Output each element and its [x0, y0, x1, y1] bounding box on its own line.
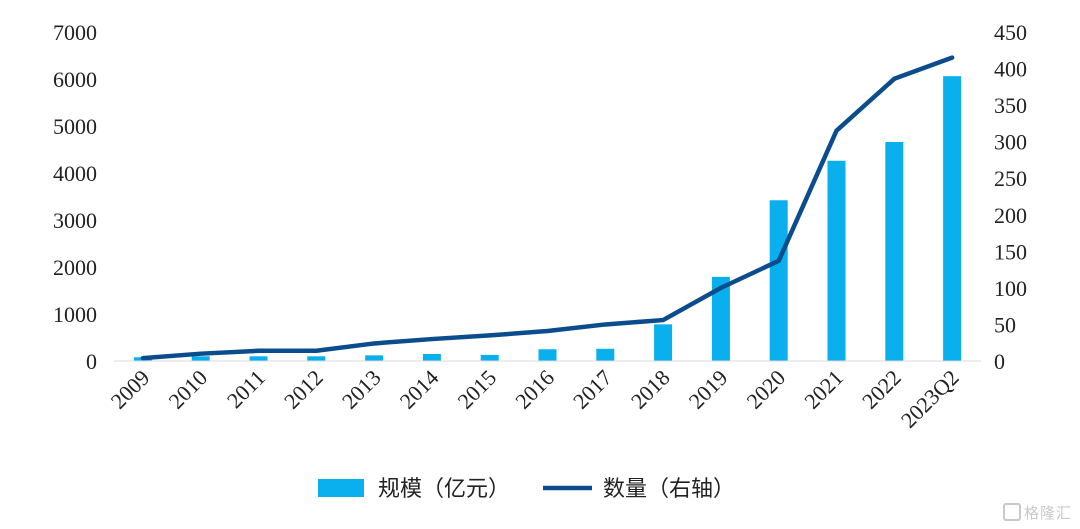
legend-label-line: 数量（右轴）	[603, 477, 735, 502]
bar-series	[133, 76, 962, 362]
x-tick-label: 2013	[337, 365, 386, 414]
x-tick-label: 2012	[279, 365, 328, 414]
x-tick-label: 2019	[684, 365, 733, 414]
left-tick-label: 4000	[53, 161, 97, 186]
bar-2010	[191, 356, 210, 361]
bar-2014	[422, 353, 441, 361]
x-tick-label: 2021	[799, 365, 848, 414]
bar-2020	[769, 200, 788, 361]
line-series	[140, 55, 955, 361]
left-tick-label: 0	[86, 349, 97, 374]
left-tick-label: 5000	[53, 114, 97, 139]
x-tick-label: 2023Q2	[896, 365, 964, 433]
x-tick-label: 2014	[395, 365, 444, 414]
bar-2023Q2	[943, 76, 962, 362]
right-tick-label: 50	[994, 312, 1016, 337]
x-tick-label: 2018	[626, 365, 675, 414]
x-tick-label: 2011	[222, 365, 270, 413]
bar-2015	[480, 354, 499, 361]
x-axis: 2009 2010 2011 2012 2013 2014 2015 2016 2017 2018…	[106, 360, 981, 433]
x-tick-label: 2015	[452, 365, 501, 414]
right-axis-ticks: 0 50 100 150 200 250 300 350 400 450	[994, 20, 1027, 374]
x-tick-label: 2017	[568, 365, 617, 414]
bar-2012	[307, 356, 326, 361]
x-tick-label: 2009	[106, 365, 155, 414]
x-tick-label: 2022	[857, 365, 906, 414]
bar-2019	[711, 276, 730, 361]
legend-label-bar: 规模（亿元）	[378, 477, 510, 502]
right-tick-label: 350	[994, 93, 1027, 118]
bar-2018	[654, 324, 673, 361]
left-axis-ticks: 0 1000 2000 3000 4000 5000 6000 7000	[53, 20, 97, 374]
bar-2016	[538, 349, 557, 361]
legend: 规模（亿元） 数量（右轴）	[318, 477, 735, 502]
left-tick-label: 2000	[53, 255, 97, 280]
right-tick-label: 100	[994, 276, 1027, 301]
right-tick-label: 300	[994, 130, 1027, 155]
watermark: 格隆汇	[1002, 502, 1072, 523]
left-tick-label: 7000	[53, 20, 97, 45]
left-tick-label: 3000	[53, 208, 97, 233]
x-tick-label: 2020	[741, 365, 790, 414]
right-tick-label: 450	[994, 20, 1027, 45]
left-tick-label: 6000	[53, 67, 97, 92]
x-tick-label: 2016	[510, 365, 559, 414]
left-tick-label: 1000	[53, 302, 97, 327]
right-tick-label: 250	[994, 166, 1027, 191]
right-tick-label: 150	[994, 239, 1027, 264]
right-tick-label: 0	[994, 349, 1005, 374]
watermark-text: 格隆汇	[1023, 504, 1072, 522]
bar-2011	[249, 356, 268, 361]
legend-swatch-bar	[318, 479, 364, 497]
bar-2021	[827, 160, 846, 361]
bar-2022	[885, 141, 904, 361]
watermark-logo-icon	[1002, 503, 1021, 521]
x-tick-label: 2010	[163, 365, 212, 414]
bar-2017	[596, 348, 615, 361]
right-tick-label: 200	[994, 203, 1027, 228]
bar-2013	[365, 355, 384, 361]
right-tick-label: 400	[994, 57, 1027, 82]
